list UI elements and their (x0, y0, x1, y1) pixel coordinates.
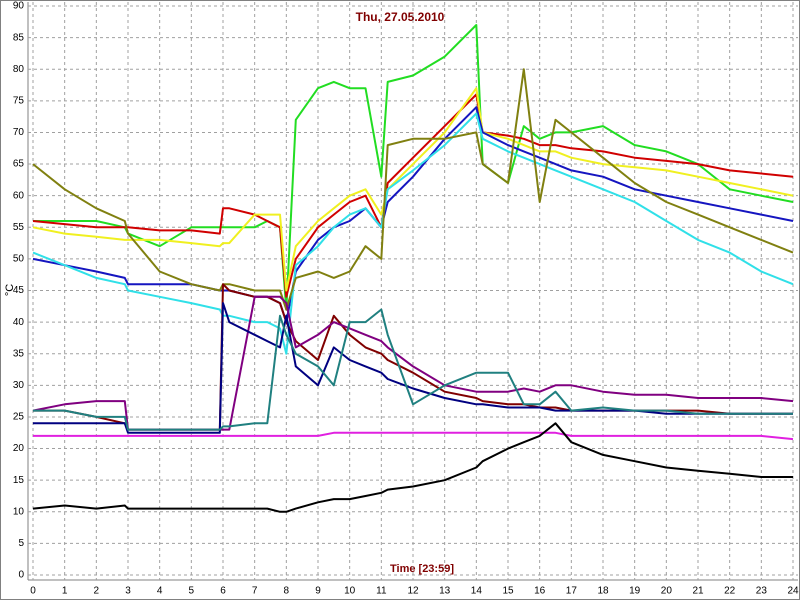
x-tick-label: 7 (252, 586, 258, 597)
y-axis-label: °C (4, 284, 16, 296)
x-tick-label: 5 (189, 586, 195, 597)
series-line (32, 68, 794, 311)
x-tick-label: 22 (724, 586, 736, 597)
x-tick-label: 13 (439, 586, 451, 597)
x-tick-label: 12 (407, 586, 419, 597)
x-axis-label: Time [23:59] (390, 563, 454, 575)
y-tick-label: 20 (13, 443, 25, 454)
y-tick-label: 25 (13, 412, 25, 423)
series-line (32, 422, 793, 513)
series-line (32, 93, 794, 298)
x-tick-label: 11 (376, 586, 387, 597)
y-tick-label: 5 (18, 538, 24, 549)
x-tick-label: 2 (94, 586, 100, 597)
series-line (33, 24, 794, 311)
y-tick-label: 85 (13, 32, 25, 43)
x-tick-label: 21 (692, 586, 704, 597)
series-line (33, 431, 794, 441)
x-tick-label: 20 (661, 586, 673, 597)
x-tick-label: 4 (157, 586, 163, 597)
y-tick-label: 0 (18, 570, 24, 581)
x-tick-label: 1 (62, 586, 68, 597)
y-tick-label: 50 (13, 254, 25, 265)
x-tick-label: 0 (30, 586, 36, 597)
x-tick-label: 24 (787, 586, 799, 597)
y-tick-label: 35 (13, 348, 25, 359)
x-tick-label: 17 (566, 586, 578, 597)
y-tick-label: 75 (13, 95, 25, 106)
y-tick-label: 90 (13, 1, 25, 12)
y-tick-label: 30 (13, 380, 25, 391)
series-line (32, 87, 794, 292)
y-tick-label: 45 (13, 285, 25, 296)
series-line (33, 308, 793, 431)
y-tick-label: 15 (13, 475, 25, 486)
y-tick-label: 80 (13, 64, 25, 75)
x-tick-label: 16 (534, 586, 546, 597)
series-line (32, 112, 794, 355)
y-tick-label: 65 (13, 159, 25, 170)
x-tick-label: 10 (344, 586, 356, 597)
chart-title: Thu, 27.05.2010 (356, 10, 445, 24)
y-tick-label: 70 (13, 127, 25, 138)
x-tick-label: 6 (220, 586, 226, 597)
x-tick-label: 18 (597, 586, 609, 597)
y-tick-label: 55 (13, 222, 25, 233)
y-tick-label: 10 (13, 506, 25, 517)
x-tick-label: 19 (629, 586, 641, 597)
y-tick-label: 40 (13, 317, 25, 328)
x-tick-label: 15 (502, 586, 514, 597)
series-line (33, 302, 793, 434)
x-tick-label: 9 (315, 586, 321, 597)
y-tick-label: 60 (13, 190, 25, 201)
x-tick-label: 23 (756, 586, 768, 597)
x-tick-label: 3 (125, 586, 131, 597)
x-tick-label: 14 (471, 586, 483, 597)
x-tick-label: 8 (284, 586, 290, 597)
